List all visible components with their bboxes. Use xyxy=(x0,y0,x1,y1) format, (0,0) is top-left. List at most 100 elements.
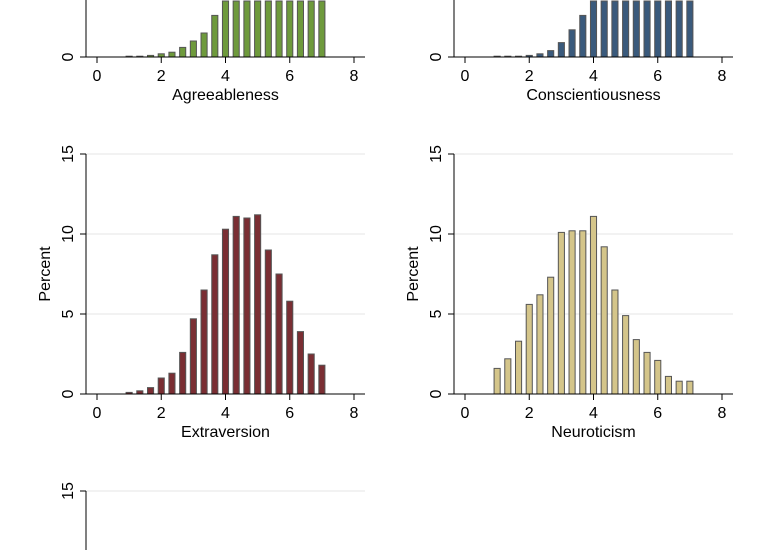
x-tick-label: 8 xyxy=(718,68,727,85)
histogram-bar xyxy=(168,51,176,58)
histogram-bar xyxy=(189,40,197,58)
histogram-bar xyxy=(211,254,219,395)
x-tick-label: 6 xyxy=(653,68,662,85)
histogram-bar xyxy=(622,0,630,58)
y-tick-label: 0 xyxy=(60,389,77,398)
x-tick-label: 0 xyxy=(93,405,102,422)
histogram-bar xyxy=(600,0,608,58)
histogram-bar xyxy=(307,353,315,395)
histogram-bar xyxy=(179,351,187,395)
histogram-bar xyxy=(611,0,619,58)
histogram-bar xyxy=(264,0,272,58)
y-tick-label: 5 xyxy=(428,309,445,318)
histogram-bar xyxy=(179,46,187,58)
histogram-bar xyxy=(275,0,283,58)
histogram-bar xyxy=(254,214,262,395)
y-tick-label: 10 xyxy=(428,225,445,243)
histogram-bar xyxy=(686,380,694,395)
histogram-bar xyxy=(318,0,326,58)
histogram-bar xyxy=(622,315,630,395)
histogram-bar xyxy=(296,0,304,58)
histogram-bar xyxy=(579,230,587,395)
histogram-bar xyxy=(568,29,576,58)
x-tick-label: 4 xyxy=(589,68,598,85)
histogram-bar xyxy=(525,303,533,395)
y-axis-label: Percent xyxy=(405,246,422,302)
x-tick-label: 4 xyxy=(221,68,230,85)
histogram-bar xyxy=(536,294,544,395)
histogram-bar xyxy=(547,50,555,58)
y-axis-label: Percent xyxy=(37,246,54,302)
histogram-bar xyxy=(611,289,619,395)
histogram-bar xyxy=(200,32,208,58)
histogram-bar xyxy=(200,289,208,395)
histogram-bar xyxy=(189,318,197,395)
histogram-bar xyxy=(264,249,272,395)
histogram-bar xyxy=(547,276,555,395)
x-tick-label: 0 xyxy=(461,405,470,422)
x-axis-label: Extraversion xyxy=(181,424,270,441)
x-tick-label: 6 xyxy=(285,405,294,422)
histogram-bar xyxy=(286,300,294,395)
x-axis-label: Agreeableness xyxy=(172,87,279,104)
histogram-bar xyxy=(579,14,587,58)
x-tick-label: 4 xyxy=(589,405,598,422)
histogram-bar xyxy=(686,0,694,58)
histogram-bar xyxy=(589,0,598,58)
histogram-bar xyxy=(664,375,672,395)
histogram-bar xyxy=(675,380,683,395)
x-tick-label: 0 xyxy=(461,68,470,85)
histogram-bar xyxy=(296,331,304,395)
histogram-bar xyxy=(307,0,315,58)
y-tick-label: 0 xyxy=(428,52,445,61)
x-axis-label: Neuroticism xyxy=(551,424,635,441)
histogram-bar xyxy=(254,0,262,58)
histogram-bar xyxy=(168,372,176,395)
histogram-bar xyxy=(243,0,251,58)
histogram-bar xyxy=(318,364,326,395)
histogram-bar xyxy=(557,42,565,58)
y-tick-label: 10 xyxy=(60,225,77,243)
histogram-bar xyxy=(654,359,662,395)
histogram-bar xyxy=(232,0,240,58)
histogram-bar xyxy=(147,387,155,395)
y-tick-label: 0 xyxy=(428,389,445,398)
x-tick-label: 8 xyxy=(718,405,727,422)
x-tick-label: 2 xyxy=(525,68,534,85)
histogram-bar xyxy=(221,0,230,58)
x-tick-label: 4 xyxy=(221,405,230,422)
histogram-bar xyxy=(643,351,651,395)
histogram-bar xyxy=(493,367,501,395)
histogram-bar xyxy=(504,358,512,395)
histogram-bar xyxy=(675,0,683,58)
x-tick-label: 2 xyxy=(157,68,166,85)
histogram-bar xyxy=(221,228,230,395)
y-tick-label: 5 xyxy=(60,309,77,318)
histogram-bar xyxy=(557,231,565,395)
x-tick-label: 2 xyxy=(157,405,166,422)
histogram-bar xyxy=(654,0,662,58)
histogram-bar xyxy=(275,273,283,395)
histogram-bar xyxy=(643,0,651,58)
x-tick-label: 8 xyxy=(350,68,359,85)
y-tick-label: 15 xyxy=(428,145,445,163)
histogram-bar xyxy=(157,377,165,395)
y-tick-label: 15 xyxy=(60,482,77,500)
histogram-bar xyxy=(286,0,294,58)
x-tick-label: 8 xyxy=(350,405,359,422)
histogram-bar xyxy=(600,246,608,395)
histogram-bar xyxy=(568,230,576,395)
histogram-bar xyxy=(632,339,640,395)
histogram-bar xyxy=(232,215,240,395)
x-tick-label: 6 xyxy=(285,68,294,85)
x-axis-label: Conscientiousness xyxy=(526,87,660,104)
histogram-bar xyxy=(211,14,219,58)
histogram-bar xyxy=(664,0,672,58)
x-tick-label: 6 xyxy=(653,405,662,422)
histogram-bar xyxy=(632,0,640,58)
y-tick-label: 0 xyxy=(60,52,77,61)
histogram-bar xyxy=(515,340,523,395)
histogram-bar xyxy=(589,215,598,395)
x-tick-label: 0 xyxy=(93,68,102,85)
